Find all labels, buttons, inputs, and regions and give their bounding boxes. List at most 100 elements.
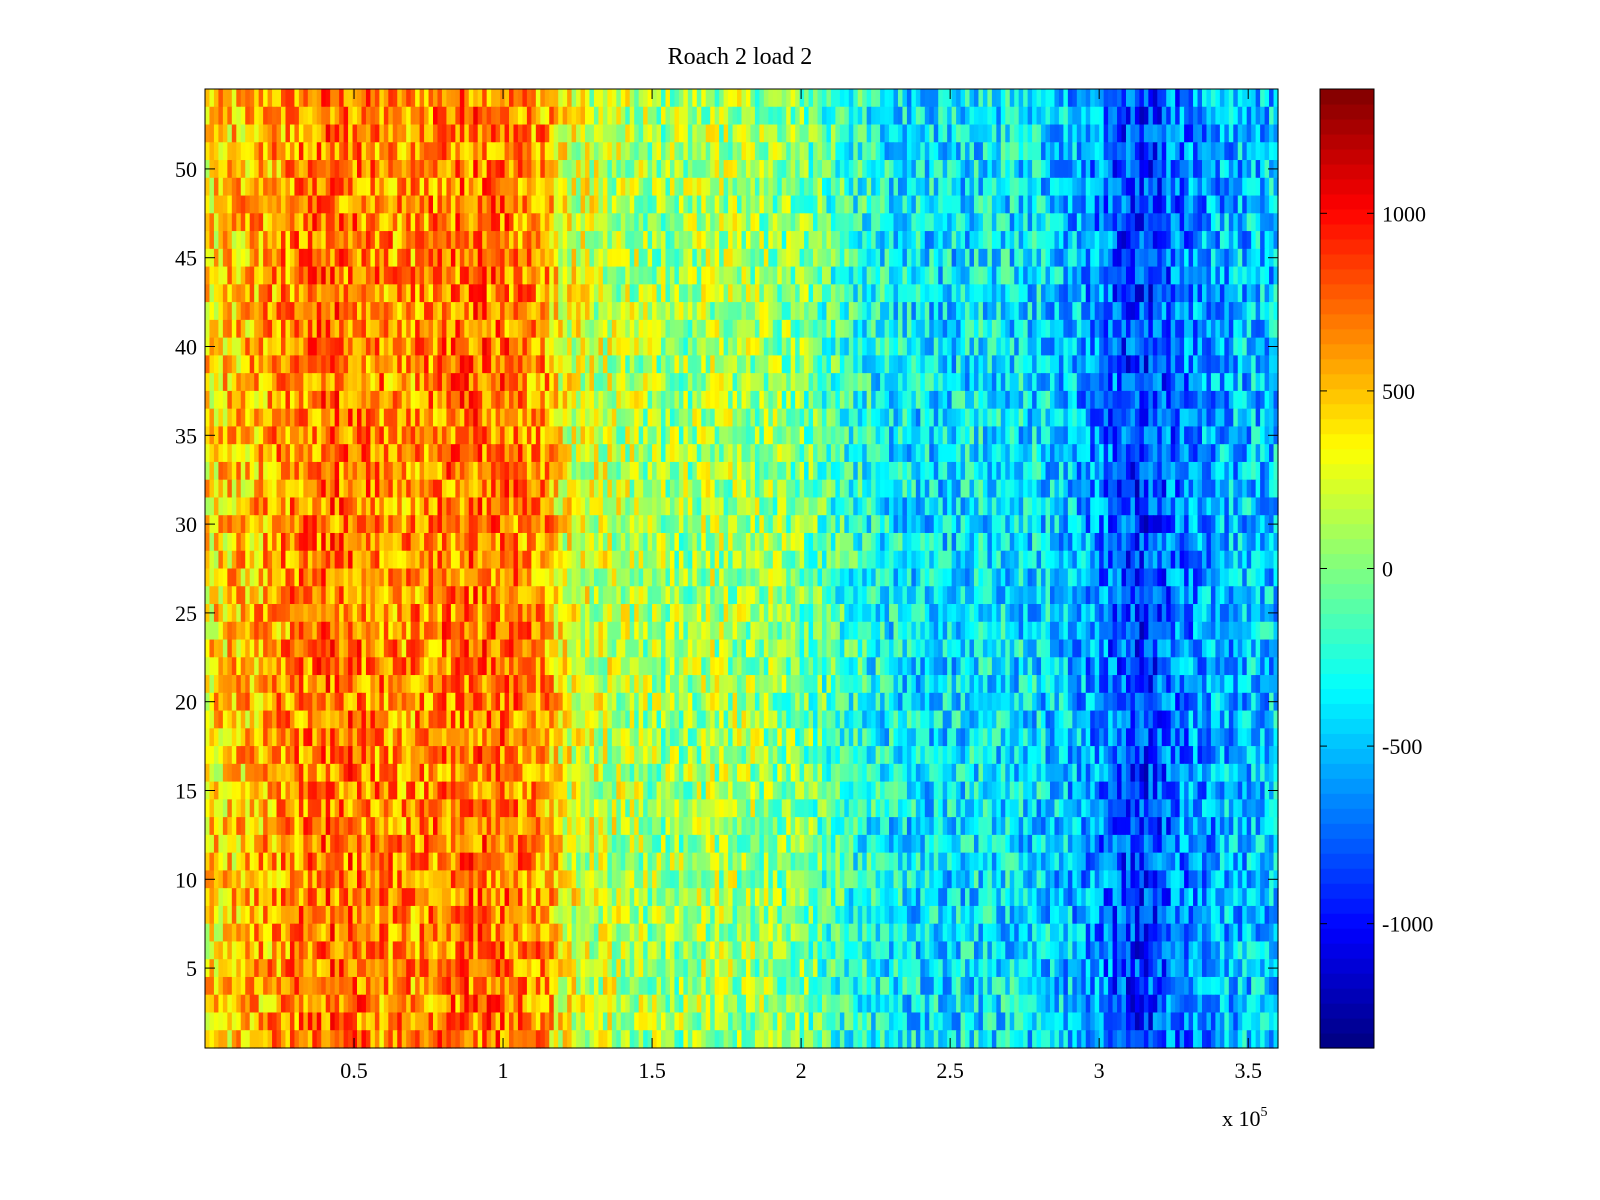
heatmap-cell (298, 142, 304, 161)
heatmap-cell (303, 426, 309, 445)
heatmap-cell (808, 426, 814, 445)
heatmap-cell (1049, 106, 1056, 126)
heatmap-cell (531, 248, 537, 268)
heatmap-cell (415, 177, 421, 197)
heatmap-cell (383, 124, 389, 143)
heatmap-cell (1148, 142, 1154, 161)
heatmap-cell (638, 195, 644, 214)
heatmap-cell (1273, 408, 1279, 428)
heatmap-cell (424, 355, 430, 374)
heatmap-cell (343, 160, 349, 179)
heatmap-cell (522, 213, 528, 232)
heatmap-cell (915, 160, 921, 179)
heatmap-cell (1049, 213, 1056, 232)
heatmap-cell (1237, 124, 1243, 143)
heatmap-cell (1085, 426, 1091, 445)
heatmap-cell (446, 284, 452, 303)
heatmap-cell (1014, 248, 1020, 268)
heatmap-cell (303, 390, 309, 410)
heatmap-cell (361, 284, 367, 303)
heatmap-cell (674, 195, 680, 214)
heatmap-cell (227, 195, 233, 214)
heatmap-cell (415, 390, 421, 410)
heatmap-cell (249, 373, 255, 392)
heatmap-cell (750, 142, 756, 161)
heatmap-cell (1005, 106, 1011, 126)
heatmap-cell (446, 213, 452, 232)
heatmap-cell (1090, 248, 1096, 268)
heatmap-cell (1273, 284, 1279, 303)
heatmap-cell (1081, 248, 1087, 268)
heatmap-cell (728, 106, 734, 126)
heatmap-cell (696, 248, 702, 268)
heatmap-cell (1242, 390, 1248, 410)
heatmap-cell (450, 266, 456, 285)
heatmap-cell (991, 106, 997, 126)
heatmap-cell (1063, 355, 1069, 374)
heatmap-cell (1237, 160, 1243, 179)
heatmap-cell (276, 355, 282, 374)
heatmap-cell (982, 177, 988, 197)
heatmap-cell (728, 124, 734, 143)
heatmap-cell (897, 142, 904, 161)
heatmap-cell (540, 355, 546, 374)
heatmap-cell (978, 213, 984, 232)
heatmap-cell (397, 319, 403, 339)
heatmap-cell (1202, 355, 1208, 374)
heatmap-cell (343, 426, 349, 445)
heatmap-cell (1054, 408, 1060, 428)
heatmap-cell (410, 337, 416, 356)
heatmap-cell (786, 106, 792, 126)
heatmap-cell (343, 231, 349, 250)
heatmap-cell (585, 195, 591, 214)
heatmap-cell (571, 177, 577, 197)
heatmap-cell (906, 124, 912, 143)
heatmap-cell (343, 177, 349, 197)
heatmap-cell (491, 89, 497, 108)
heatmap-cell (370, 355, 376, 374)
heatmap-cell (1215, 231, 1221, 250)
heatmap-cell (464, 408, 470, 428)
heatmap-cell (1233, 408, 1239, 428)
heatmap-cell (272, 266, 278, 285)
heatmap-cell (1224, 408, 1230, 428)
heatmap-cell (965, 284, 971, 303)
heatmap-cell (370, 337, 376, 356)
heatmap-cell (298, 231, 304, 250)
heatmap-cell (343, 89, 349, 108)
heatmap-cell (495, 124, 501, 143)
heatmap-cell (763, 142, 769, 161)
heatmap-cell (540, 337, 546, 356)
heatmap-cell (325, 248, 331, 268)
heatmap-cell (911, 195, 917, 214)
heatmap-cell (906, 390, 912, 410)
heatmap-cell (638, 266, 644, 285)
heatmap-cell (821, 195, 828, 214)
heatmap-cell (307, 266, 313, 285)
heatmap-cell (343, 390, 349, 410)
heatmap-cell (1251, 390, 1257, 410)
heatmap-cell (754, 89, 760, 108)
heatmap-cell (406, 106, 412, 126)
heatmap-cell (687, 142, 693, 161)
heatmap-cell (321, 319, 327, 339)
heatmap-cell (415, 408, 421, 428)
heatmap-cell (325, 408, 331, 428)
heatmap-cell (701, 390, 707, 410)
heatmap-cell (656, 89, 662, 108)
heatmap-cell (857, 390, 863, 410)
heatmap-cell (1179, 319, 1185, 339)
heatmap-cell (947, 106, 953, 126)
heatmap-cell (965, 373, 971, 392)
heatmap-cell (973, 284, 980, 303)
heatmap-cell (209, 89, 215, 108)
heatmap-cell (468, 302, 474, 321)
heatmap-cell (638, 124, 644, 143)
heatmap-cell (701, 142, 707, 161)
heatmap-cell (1233, 302, 1239, 321)
heatmap-cell (1117, 160, 1123, 179)
heatmap-cell (982, 142, 988, 161)
heatmap-cell (459, 408, 465, 428)
heatmap-cell (1121, 408, 1127, 428)
